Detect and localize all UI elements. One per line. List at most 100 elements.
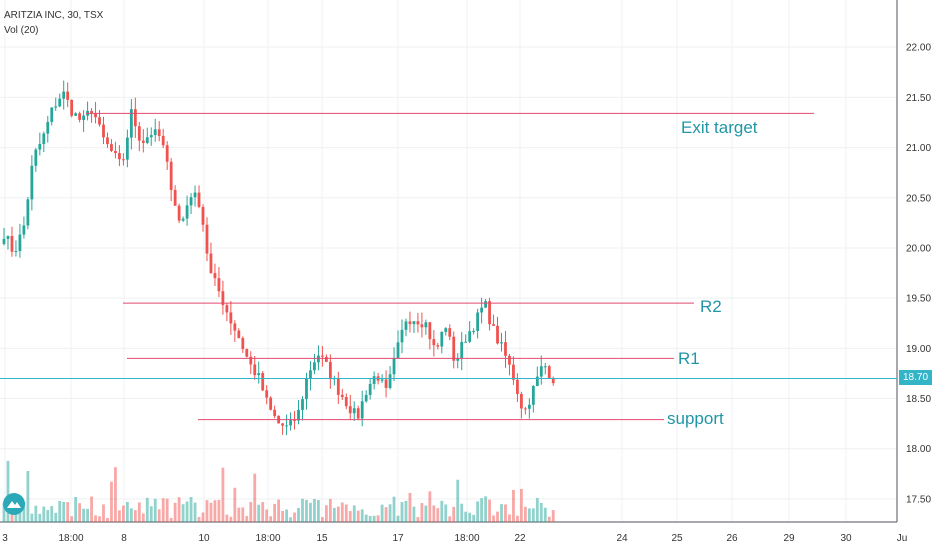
candle-body bbox=[412, 321, 416, 325]
candle-body bbox=[241, 338, 245, 350]
volume-bar bbox=[106, 517, 109, 522]
tradingview-logo[interactable] bbox=[3, 493, 25, 515]
candle-body bbox=[102, 124, 105, 138]
volume-bar bbox=[189, 496, 193, 522]
candle-body bbox=[480, 307, 483, 313]
candle-body bbox=[54, 106, 58, 108]
candle-body bbox=[508, 355, 511, 365]
volume-bar bbox=[114, 467, 117, 522]
volume-bar bbox=[265, 509, 269, 522]
candle-body bbox=[289, 420, 292, 426]
volume-bar bbox=[66, 502, 70, 522]
candle-body bbox=[336, 378, 340, 395]
volume-bar bbox=[185, 501, 189, 522]
candle-body bbox=[34, 149, 38, 166]
candle-body bbox=[245, 349, 249, 357]
volume-bar bbox=[285, 509, 288, 522]
volume-bar bbox=[145, 497, 149, 522]
volume-bar bbox=[408, 492, 412, 522]
y-tick-label: 18.00 bbox=[906, 444, 931, 455]
volume-bar bbox=[10, 512, 14, 522]
volume-bar bbox=[301, 498, 304, 522]
candle-body bbox=[535, 376, 539, 386]
volume-bar bbox=[460, 503, 464, 522]
candle-body bbox=[197, 192, 201, 207]
volume-bar bbox=[241, 507, 245, 522]
x-tick-label: 22 bbox=[514, 533, 526, 544]
volume-bar bbox=[472, 514, 476, 522]
candle-body bbox=[66, 91, 70, 100]
candle-body bbox=[26, 199, 30, 226]
volume-bar bbox=[376, 515, 380, 522]
volume-bar bbox=[118, 510, 121, 522]
x-tick-label: 18:00 bbox=[58, 533, 83, 544]
candle-body bbox=[265, 390, 269, 398]
volume-bar bbox=[344, 504, 348, 522]
candle-body bbox=[488, 301, 491, 325]
volume-bar bbox=[492, 515, 495, 522]
candles bbox=[2, 80, 555, 436]
candle-body bbox=[189, 197, 193, 206]
volume-bar bbox=[464, 511, 468, 522]
volume-bar bbox=[110, 481, 113, 522]
candle-body bbox=[173, 189, 177, 206]
volume-bar bbox=[332, 507, 336, 522]
volume-bar bbox=[6, 460, 10, 522]
volume-bar bbox=[209, 502, 213, 522]
candle-body bbox=[372, 376, 376, 384]
x-tick-label: 29 bbox=[783, 533, 795, 544]
candle-body bbox=[125, 137, 129, 160]
x-tick-label: 24 bbox=[616, 533, 628, 544]
y-tick-label: 18.50 bbox=[906, 394, 931, 405]
volume-bar bbox=[86, 508, 89, 522]
candle-body bbox=[22, 225, 26, 235]
candle-body bbox=[404, 321, 408, 330]
volume-bar bbox=[297, 507, 300, 522]
volume-bar bbox=[229, 516, 233, 522]
volume-bar bbox=[70, 516, 74, 522]
candle-body bbox=[313, 362, 316, 371]
volume-bar bbox=[50, 506, 54, 522]
y-tick-label: 22.00 bbox=[906, 43, 931, 54]
candle-body bbox=[309, 370, 312, 379]
volume-bar bbox=[30, 513, 34, 522]
candle-body bbox=[516, 379, 519, 395]
candle-body bbox=[456, 358, 460, 361]
candle-body bbox=[157, 129, 161, 136]
candle-body bbox=[94, 113, 97, 118]
candle-body bbox=[484, 301, 487, 308]
candle-body bbox=[106, 137, 109, 145]
candle-body bbox=[520, 394, 523, 409]
volume-bar bbox=[197, 517, 201, 522]
candle-body bbox=[122, 159, 125, 161]
volume-bar bbox=[436, 508, 440, 522]
candle-body bbox=[58, 98, 62, 107]
candle-body bbox=[297, 409, 300, 421]
volume-bar bbox=[392, 496, 396, 522]
volume-bar bbox=[58, 500, 62, 522]
volume-bar bbox=[102, 504, 105, 522]
volume-bar bbox=[504, 504, 507, 522]
candle-body bbox=[18, 234, 22, 252]
volume-bar bbox=[444, 504, 448, 522]
candle-body bbox=[38, 143, 42, 150]
volume-bar bbox=[384, 507, 388, 522]
candle-body bbox=[368, 383, 372, 395]
candle-body bbox=[356, 408, 360, 419]
volume-bar bbox=[356, 510, 360, 522]
volume-bar bbox=[237, 507, 241, 522]
volume-bar bbox=[249, 501, 253, 522]
volume-bar bbox=[125, 501, 129, 522]
volume-bar bbox=[245, 515, 249, 522]
candle-body bbox=[201, 206, 205, 225]
candle-body bbox=[388, 374, 392, 389]
candle-body bbox=[364, 394, 368, 402]
volume-bar bbox=[440, 500, 444, 522]
y-tick-label: 21.50 bbox=[906, 93, 931, 104]
x-tick-label: 26 bbox=[726, 533, 738, 544]
candle-body bbox=[30, 165, 34, 200]
candle-body bbox=[317, 355, 320, 363]
candle-body bbox=[118, 153, 121, 160]
candle-body bbox=[531, 385, 535, 405]
